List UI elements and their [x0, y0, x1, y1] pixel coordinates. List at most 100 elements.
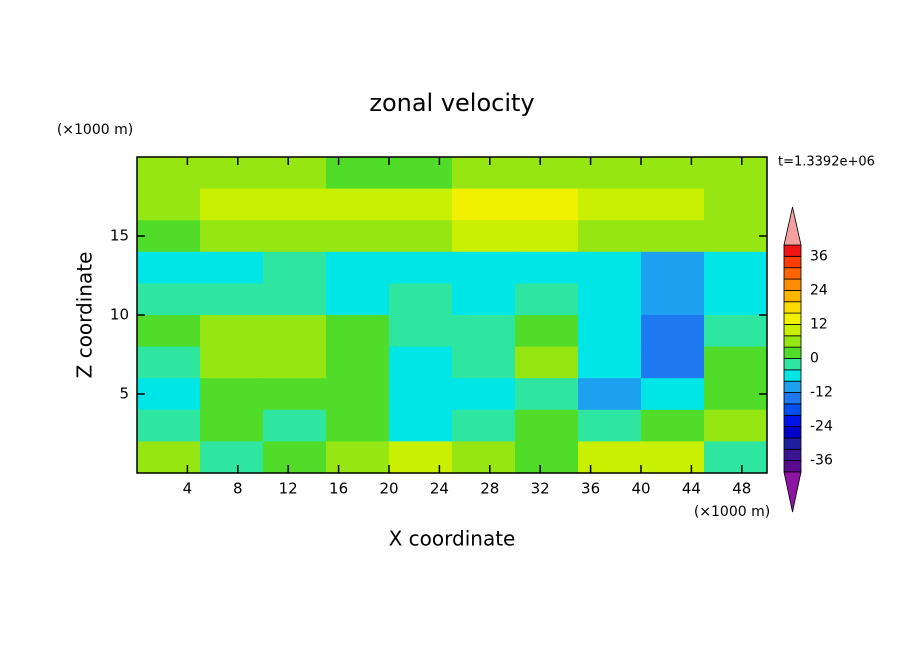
colorbar-tick-label: -24: [810, 419, 833, 435]
colorbar-box: [783, 414, 802, 428]
contour-cell: [704, 220, 768, 253]
contour-cell: [389, 251, 453, 284]
colorbar-box: [783, 426, 802, 439]
contour-cell: [137, 378, 201, 411]
contour-cell: [704, 378, 768, 411]
contour-cell: [263, 378, 327, 411]
contour-cell: [263, 409, 327, 442]
x-tick-label: 24: [430, 480, 449, 498]
contour-cell: [200, 251, 264, 284]
contour-cell: [578, 409, 642, 442]
y-axis-label: Z coordinate: [73, 252, 97, 379]
contour-cell: [389, 220, 453, 253]
colorbar-tick-label: 36: [810, 248, 828, 264]
y-unit: (×1000 m): [57, 122, 133, 138]
contour-cell: [263, 220, 327, 253]
contour-cell: [641, 251, 705, 284]
colorbar-box: [783, 278, 802, 291]
contour-cell: [641, 315, 705, 348]
colorbar-box: [783, 403, 802, 416]
contour-cell: [389, 157, 453, 190]
contour-cell: [452, 157, 516, 190]
contour-cell: [200, 378, 264, 411]
y-tick-label: 15: [110, 227, 129, 245]
y-tick-label: 5: [119, 385, 129, 403]
colorbar-box: [783, 255, 802, 269]
contour-cell: [200, 188, 264, 221]
contour-cell: [200, 346, 264, 379]
x-tick-label: 12: [279, 480, 298, 498]
time-annotation: t=1.3392e+06: [778, 155, 875, 170]
contour-cell: [137, 441, 201, 474]
contour-cell: [389, 378, 453, 411]
colorbar-box: [783, 324, 802, 337]
contour-cell: [326, 346, 390, 379]
contour-cell: [641, 409, 705, 442]
colorbar-tick-label: 12: [810, 316, 828, 332]
contour-cell: [515, 378, 579, 411]
colorbar-box: [783, 244, 802, 257]
contour-cell: [137, 220, 201, 253]
contour-cell: [452, 441, 516, 474]
contour-cell: [641, 188, 705, 221]
contour-cell: [137, 346, 201, 379]
contour-cell: [578, 157, 642, 190]
x-axis-label: X coordinate: [389, 527, 516, 551]
contour-cell: [641, 378, 705, 411]
contour-cell: [704, 251, 768, 284]
contour-cell: [263, 346, 327, 379]
colorbar-box: [783, 460, 802, 473]
contour-cell: [452, 188, 516, 221]
contour-cell: [578, 346, 642, 379]
colorbar-tick-label: 0: [810, 351, 819, 367]
contour-cell: [452, 251, 516, 284]
x-tick-label: 8: [233, 480, 243, 498]
contour-cell: [200, 441, 264, 474]
contour-cell: [452, 409, 516, 442]
contour-cell: [389, 346, 453, 379]
contour-cell: [704, 157, 768, 190]
contour-cell: [452, 346, 516, 379]
contour-cell: [137, 315, 201, 348]
colorbar-box: [783, 335, 802, 348]
contour-cell: [515, 409, 579, 442]
contour-cell: [389, 441, 453, 474]
contour-cell: [704, 346, 768, 379]
contour-cell: [389, 283, 453, 316]
colorbar-box: [783, 289, 802, 303]
contour-cell: [326, 157, 390, 190]
x-unit: (×1000 m): [694, 504, 770, 520]
contour-cell: [200, 283, 264, 316]
contour-cell: [326, 378, 390, 411]
contour-cell: [515, 441, 579, 474]
contour-cell: [263, 251, 327, 284]
colorbar-tick-label: -12: [810, 385, 833, 401]
contour-cell: [515, 220, 579, 253]
contour-cell: [452, 378, 516, 411]
contour-cell: [326, 220, 390, 253]
contour-cell: [200, 409, 264, 442]
colorbar-box: [783, 346, 802, 359]
contour-cell: [263, 315, 327, 348]
contour-cell: [578, 441, 642, 474]
colorbar-box: [783, 392, 802, 405]
contour-cell: [200, 220, 264, 253]
contour-cell: [263, 157, 327, 190]
contour-cell: [515, 315, 579, 348]
contour-cell: [263, 188, 327, 221]
contour-cell: [452, 315, 516, 348]
contour-cell: [704, 188, 768, 221]
contour-cell: [704, 409, 768, 442]
contour-cell: [263, 283, 327, 316]
contour-cell: [137, 283, 201, 316]
contour-cell: [389, 315, 453, 348]
contour-cell: [326, 188, 390, 221]
contour-cell: [137, 157, 201, 190]
colorbar-box: [783, 301, 802, 314]
contour-cell: [326, 251, 390, 284]
x-tick-label: 16: [329, 480, 348, 498]
x-tick-label: 44: [682, 480, 701, 498]
contour-cell: [578, 251, 642, 284]
colorbar-tick-label: -36: [810, 453, 833, 469]
